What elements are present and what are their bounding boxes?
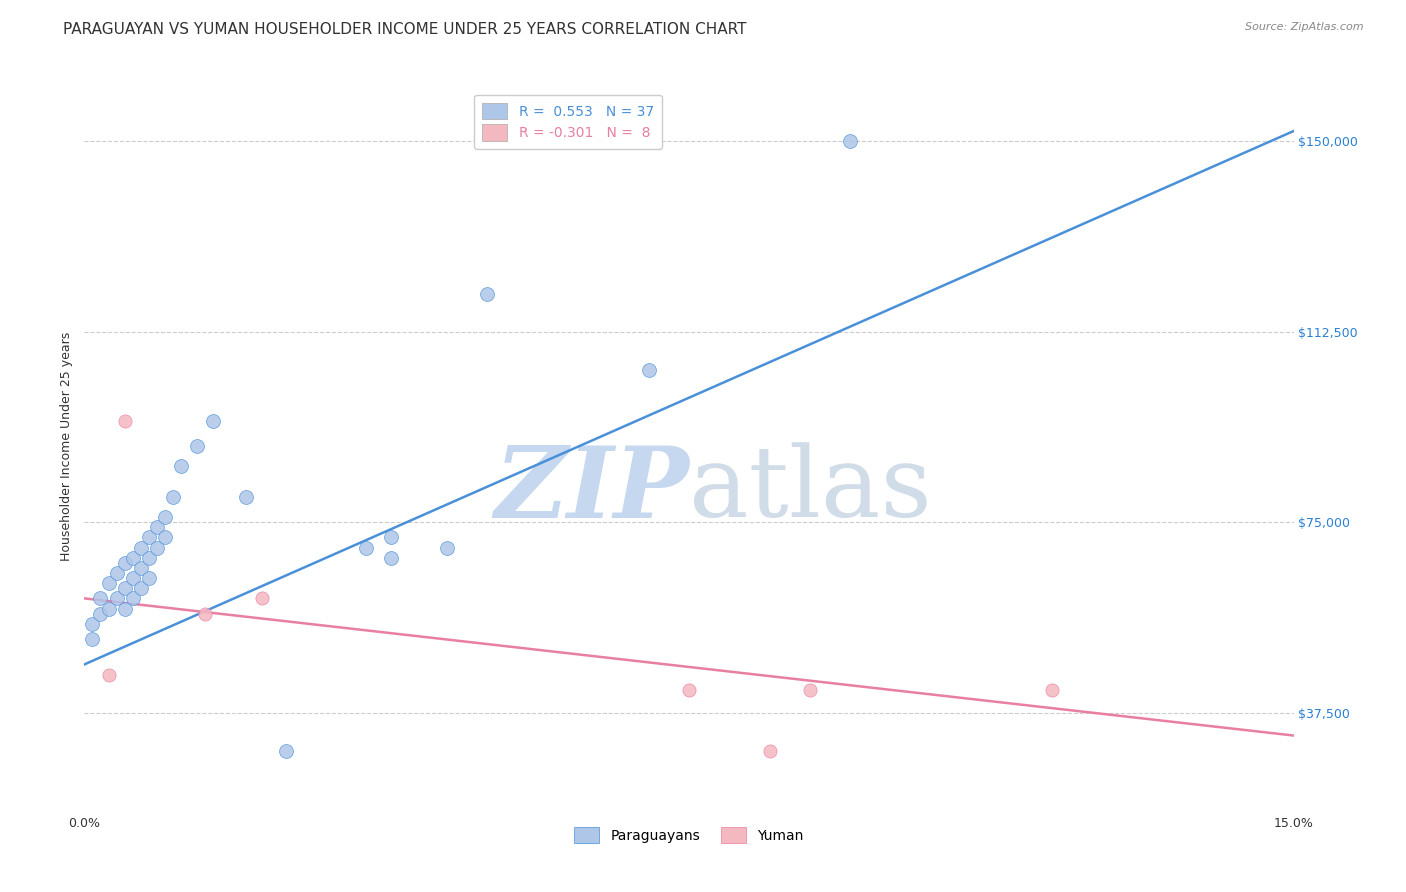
Text: atlas: atlas bbox=[689, 442, 932, 538]
Point bbox=[758, 744, 780, 758]
Point bbox=[436, 541, 458, 555]
Point bbox=[138, 550, 160, 565]
Point bbox=[799, 682, 821, 697]
Point bbox=[250, 591, 273, 606]
Point bbox=[146, 520, 169, 534]
Point bbox=[162, 490, 184, 504]
Point bbox=[82, 616, 104, 631]
Legend: Paraguayans, Yuman: Paraguayans, Yuman bbox=[569, 822, 808, 848]
Y-axis label: Householder Income Under 25 years: Householder Income Under 25 years bbox=[60, 331, 73, 561]
Point bbox=[121, 591, 143, 606]
Point bbox=[170, 459, 193, 474]
Text: PARAGUAYAN VS YUMAN HOUSEHOLDER INCOME UNDER 25 YEARS CORRELATION CHART: PARAGUAYAN VS YUMAN HOUSEHOLDER INCOME U… bbox=[63, 22, 747, 37]
Point bbox=[89, 591, 111, 606]
Point bbox=[380, 530, 402, 544]
Point bbox=[839, 134, 862, 148]
Point bbox=[138, 530, 160, 544]
Point bbox=[678, 682, 700, 697]
Point bbox=[121, 550, 143, 565]
Point bbox=[194, 607, 217, 621]
Point bbox=[274, 744, 297, 758]
Point bbox=[82, 632, 104, 646]
Point bbox=[153, 530, 176, 544]
Point bbox=[105, 566, 128, 580]
Point bbox=[121, 571, 143, 585]
Point bbox=[97, 667, 120, 681]
Point bbox=[89, 607, 111, 621]
Point bbox=[114, 601, 136, 615]
Point bbox=[114, 556, 136, 570]
Point bbox=[114, 414, 136, 428]
Point bbox=[146, 541, 169, 555]
Point bbox=[153, 510, 176, 524]
Point bbox=[129, 581, 152, 595]
Point bbox=[114, 581, 136, 595]
Point bbox=[138, 571, 160, 585]
Point bbox=[1040, 682, 1063, 697]
Point bbox=[129, 561, 152, 575]
Text: Source: ZipAtlas.com: Source: ZipAtlas.com bbox=[1246, 22, 1364, 32]
Point bbox=[97, 601, 120, 615]
Point bbox=[356, 541, 378, 555]
Point bbox=[380, 550, 402, 565]
Point bbox=[637, 363, 659, 377]
Point bbox=[235, 490, 257, 504]
Point bbox=[97, 576, 120, 591]
Point bbox=[477, 286, 499, 301]
Point bbox=[186, 439, 208, 453]
Point bbox=[105, 591, 128, 606]
Point bbox=[202, 414, 225, 428]
Text: ZIP: ZIP bbox=[494, 442, 689, 538]
Point bbox=[129, 541, 152, 555]
